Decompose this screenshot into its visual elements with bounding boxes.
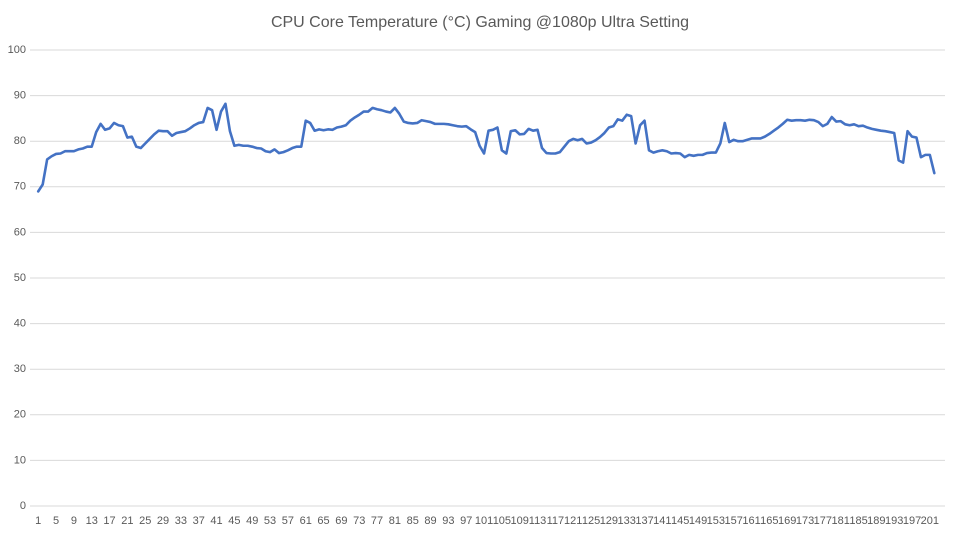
x-tick-label: 33 bbox=[175, 515, 187, 527]
x-tick-label: 149 bbox=[689, 515, 707, 527]
x-tick-label: 201 bbox=[921, 515, 939, 527]
x-tick-label: 105 bbox=[493, 515, 511, 527]
x-tick-label: 117 bbox=[547, 515, 565, 527]
x-tick-label: 189 bbox=[867, 515, 885, 527]
x-tick-label: 73 bbox=[353, 515, 365, 527]
x-tick-label: 89 bbox=[424, 515, 436, 527]
y-tick-label: 50 bbox=[14, 272, 26, 284]
x-tick-label: 121 bbox=[564, 515, 582, 527]
x-tick-label: 145 bbox=[671, 515, 689, 527]
y-tick-label: 80 bbox=[14, 135, 26, 147]
line-series bbox=[36, 102, 936, 193]
x-tick-label: 181 bbox=[832, 515, 850, 527]
x-tick-label: 141 bbox=[653, 515, 671, 527]
x-tick-label: 113 bbox=[529, 515, 547, 527]
x-tick-label: 9 bbox=[71, 515, 77, 527]
x-tick-label: 177 bbox=[814, 515, 832, 527]
x-tick-label: 53 bbox=[264, 515, 276, 527]
y-tick-label: 70 bbox=[14, 181, 26, 193]
x-tick-label: 161 bbox=[742, 515, 760, 527]
x-tick-label: 109 bbox=[511, 515, 529, 527]
x-tick-label: 29 bbox=[157, 515, 169, 527]
x-tick-label: 101 bbox=[475, 515, 493, 527]
x-tick-label: 165 bbox=[760, 515, 778, 527]
y-tick-label: 10 bbox=[14, 454, 26, 466]
x-tick-label: 45 bbox=[228, 515, 240, 527]
y-tick-label: 30 bbox=[14, 363, 26, 375]
x-tick-label: 97 bbox=[460, 515, 472, 527]
x-tick-label: 65 bbox=[317, 515, 329, 527]
x-tick-label: 21 bbox=[121, 515, 133, 527]
x-tick-label: 41 bbox=[210, 515, 222, 527]
x-tick-label: 1 bbox=[35, 515, 41, 527]
x-tick-label: 153 bbox=[707, 515, 725, 527]
x-tick-label: 137 bbox=[635, 515, 653, 527]
x-tick-label: 185 bbox=[849, 515, 867, 527]
y-tick-label: 90 bbox=[14, 90, 26, 102]
y-tick-label: 100 bbox=[8, 44, 26, 56]
x-tick-label: 37 bbox=[193, 515, 205, 527]
x-tick-label: 173 bbox=[796, 515, 814, 527]
x-tick-label: 13 bbox=[86, 515, 98, 527]
x-tick-label: 129 bbox=[600, 515, 618, 527]
x-tick-label: 57 bbox=[282, 515, 294, 527]
x-tick-label: 25 bbox=[139, 515, 151, 527]
x-tick-label: 5 bbox=[53, 515, 59, 527]
y-tick-label: 20 bbox=[14, 409, 26, 421]
x-tick-label: 93 bbox=[442, 515, 454, 527]
x-tick-label: 85 bbox=[407, 515, 419, 527]
x-tick-label: 77 bbox=[371, 515, 383, 527]
x-tick-label: 169 bbox=[778, 515, 796, 527]
x-tick-label: 49 bbox=[246, 515, 258, 527]
x-tick-label: 157 bbox=[725, 515, 743, 527]
chart-title: CPU Core Temperature (°C) Gaming @1080p … bbox=[271, 14, 689, 31]
x-tick-label: 193 bbox=[885, 515, 903, 527]
x-tick-label: 197 bbox=[903, 515, 921, 527]
x-tick-label: 125 bbox=[582, 515, 600, 527]
x-tick-label: 61 bbox=[300, 515, 312, 527]
y-tick-label: 0 bbox=[20, 500, 26, 512]
x-tick-label: 17 bbox=[103, 515, 115, 527]
y-tick-label: 40 bbox=[14, 318, 26, 330]
x-tick-label: 133 bbox=[618, 515, 636, 527]
x-tick-label: 69 bbox=[335, 515, 347, 527]
x-tick-label: 81 bbox=[389, 515, 401, 527]
y-tick-label: 60 bbox=[14, 226, 26, 238]
